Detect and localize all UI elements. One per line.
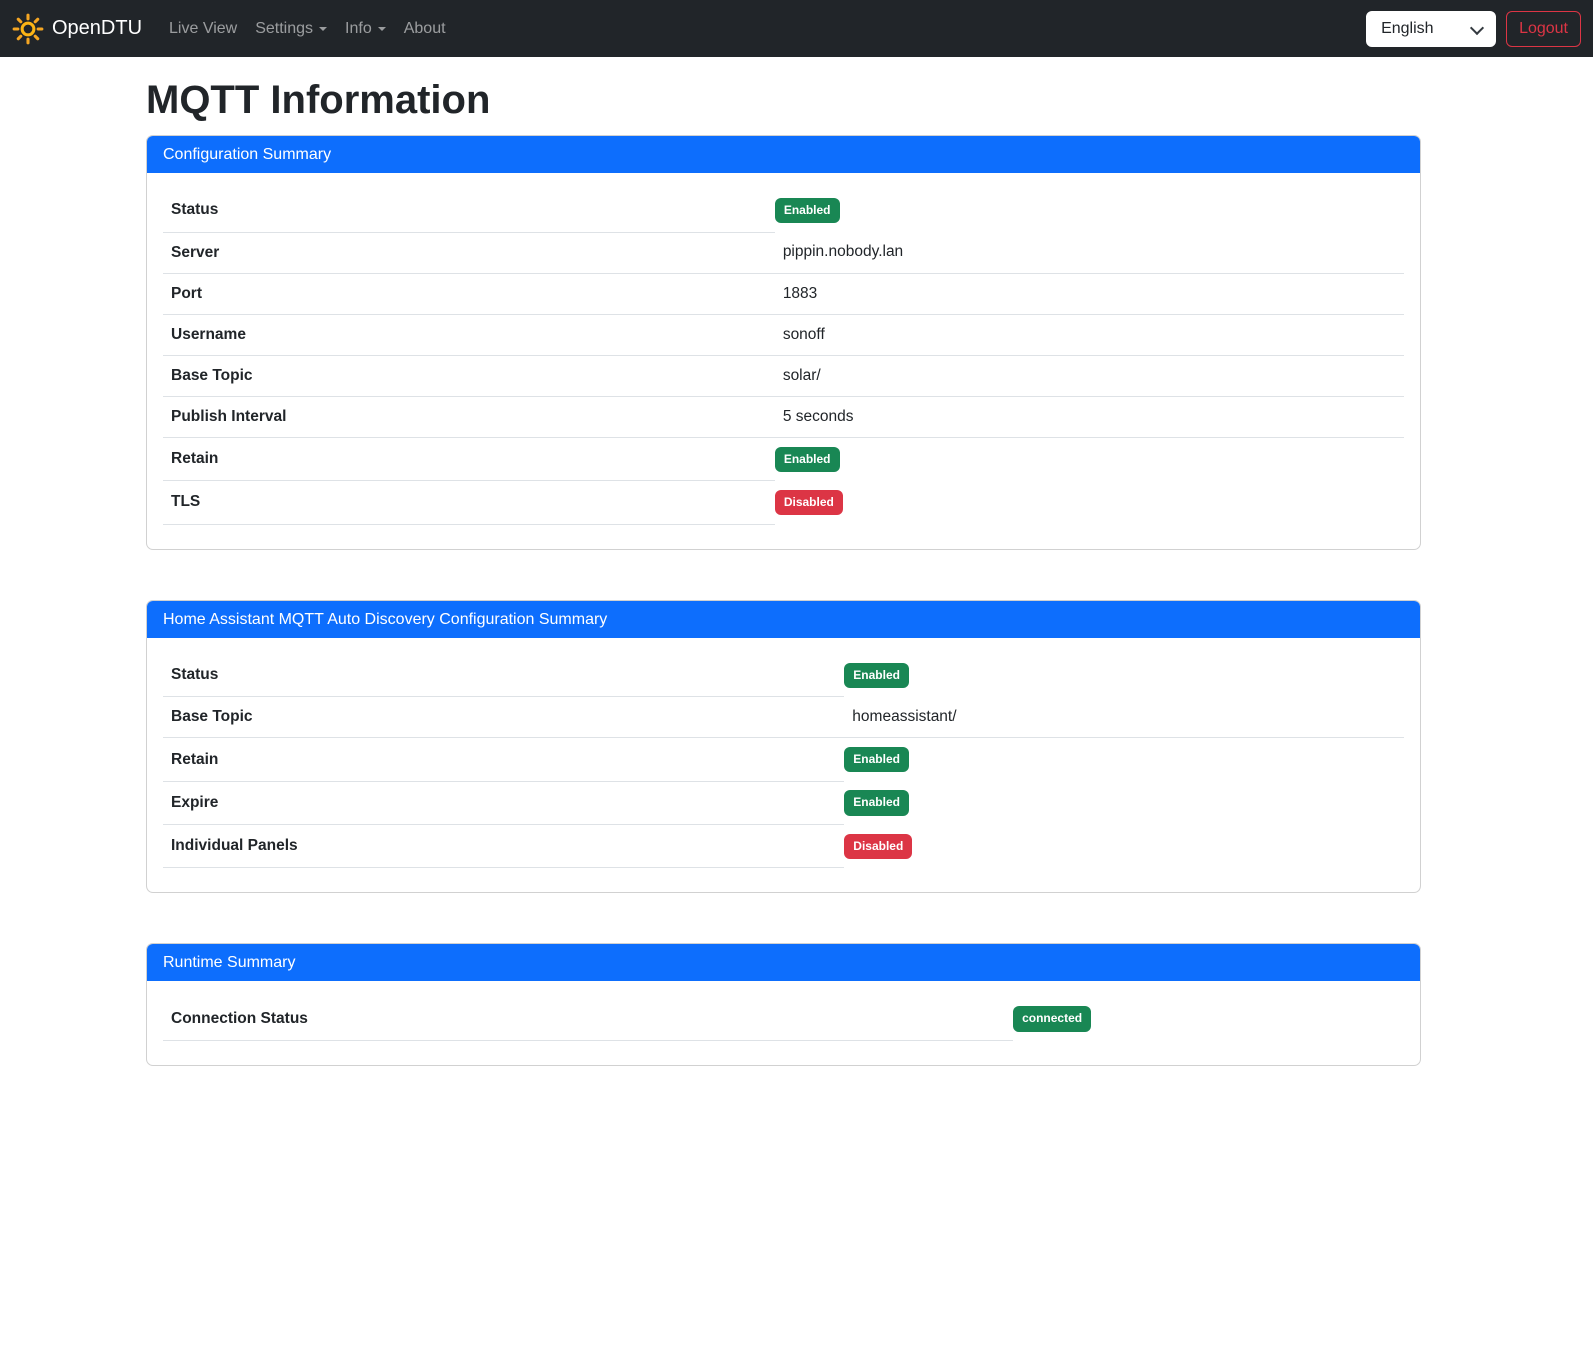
configuration-summary-table: Status Enabled Server pippin.nobody.lan Port… — [163, 189, 1404, 525]
row-label: Retain — [163, 737, 845, 782]
row-value-cell: Enabled — [774, 437, 1404, 481]
info-row: Retain Enabled — [163, 737, 1404, 782]
info-row: Status Enabled — [163, 189, 1404, 233]
info-row: Individual Panels Disabled — [163, 824, 1404, 869]
status-badge: Enabled — [844, 747, 909, 773]
row-label: Base Topic — [163, 696, 845, 739]
sun-icon — [12, 13, 44, 45]
language-select[interactable]: English — [1366, 10, 1497, 47]
info-row: TLS Disabled — [163, 480, 1404, 525]
row-value: 1883 — [774, 273, 1404, 315]
row-label: Port — [163, 273, 775, 315]
card-header-ha-auto-discovery: Home Assistant MQTT Auto Discovery Confi… — [147, 600, 1420, 638]
nav-links: Live View Settings Info About — [160, 12, 1366, 46]
caret-down-icon — [377, 26, 386, 31]
brand-label: OpenDTU — [52, 17, 143, 39]
row-label: Publish Interval — [163, 396, 775, 438]
status-badge: Enabled — [774, 198, 840, 224]
status-badge: Enabled — [844, 662, 909, 688]
brand-logo[interactable]: OpenDTU — [12, 13, 142, 45]
ha-auto-discovery-table: Status Enabled Base Topic homeassistant/Ret… — [163, 653, 1404, 869]
card-body: Connection Status connected — [147, 981, 1420, 1065]
info-row: Status Enabled — [163, 653, 1404, 698]
row-value-cell: connected — [1013, 997, 1404, 1040]
row-value-cell: Disabled — [774, 481, 1404, 524]
navbar: OpenDTU Live View Settings Info About En… — [0, 0, 1593, 57]
card-ha-auto-discovery-summary: Home Assistant MQTT Auto Discovery Confi… — [146, 599, 1421, 894]
info-row: Server pippin.nobody.lan — [163, 232, 1404, 274]
row-value: homeassistant/ — [844, 696, 1404, 739]
row-value: 5 seconds — [774, 396, 1404, 438]
main-content: MQTT Information Configuration Summary S… — [146, 57, 1421, 1066]
info-row: Retain Enabled — [163, 437, 1404, 482]
row-label: Individual Panels — [163, 824, 845, 869]
row-value-cell: Enabled — [774, 189, 1404, 232]
status-badge: Enabled — [774, 446, 840, 472]
nav-item-info[interactable]: Info — [336, 12, 395, 46]
row-label: Retain — [163, 437, 775, 482]
status-badge: Disabled — [844, 833, 913, 859]
row-label: Status — [163, 653, 845, 698]
row-label: Server — [163, 232, 775, 274]
row-label: TLS — [163, 480, 775, 525]
row-value-cell: Enabled — [844, 738, 1404, 782]
card-body: Status Enabled Server pippin.nobody.lan Port… — [147, 173, 1420, 549]
row-value: sonoff — [774, 314, 1404, 356]
row-label: Connection Status — [163, 997, 1014, 1042]
page-title: MQTT Information — [146, 78, 491, 122]
row-label: Username — [163, 314, 775, 356]
status-badge: connected — [1013, 1006, 1092, 1032]
caret-down-icon — [319, 26, 328, 31]
runtime-summary-table: Connection Status connected — [163, 997, 1404, 1042]
nav-item-live-view[interactable]: Live View — [169, 19, 238, 37]
info-row: Base Topic homeassistant/ — [163, 696, 1404, 739]
nav-item-about[interactable]: About — [403, 19, 446, 37]
status-badge: Disabled — [774, 489, 843, 516]
row-value-cell: Disabled — [844, 825, 1404, 868]
nav-item-settings-label: Settings — [255, 19, 314, 37]
row-value-cell: Enabled — [844, 654, 1404, 697]
info-row: Username sonoff — [163, 314, 1404, 356]
card-header-configuration-summary: Configuration Summary — [147, 136, 1420, 173]
row-label: Status — [163, 189, 775, 233]
info-row: Base Topic solar/ — [163, 355, 1404, 397]
row-label: Base Topic — [163, 355, 775, 397]
row-value: solar/ — [774, 355, 1404, 397]
card-body: Status Enabled Base Topic homeassistant/Ret… — [147, 638, 1420, 893]
logout-button[interactable]: Logout — [1506, 10, 1581, 47]
info-row: Expire Enabled — [163, 781, 1404, 826]
row-label: Expire — [163, 781, 845, 826]
row-value: pippin.nobody.lan — [774, 232, 1404, 274]
navbar-right: English Logout — [1366, 10, 1581, 47]
card-configuration-summary: Configuration Summary Status Enabled Serve… — [146, 135, 1421, 550]
language-select-wrap: English — [1366, 10, 1497, 47]
info-row: Port 1883 — [163, 273, 1404, 315]
nav-item-info-label: Info — [345, 19, 372, 37]
info-row: Publish Interval 5 seconds — [163, 396, 1404, 438]
nav-item-settings[interactable]: Settings — [246, 12, 336, 46]
row-value-cell: Enabled — [844, 781, 1404, 824]
card-runtime-summary: Runtime Summary Connection Status connect… — [146, 943, 1421, 1066]
status-badge: Enabled — [844, 790, 909, 816]
card-header-runtime-summary: Runtime Summary — [147, 944, 1420, 982]
info-row: Connection Status connected — [163, 997, 1404, 1042]
